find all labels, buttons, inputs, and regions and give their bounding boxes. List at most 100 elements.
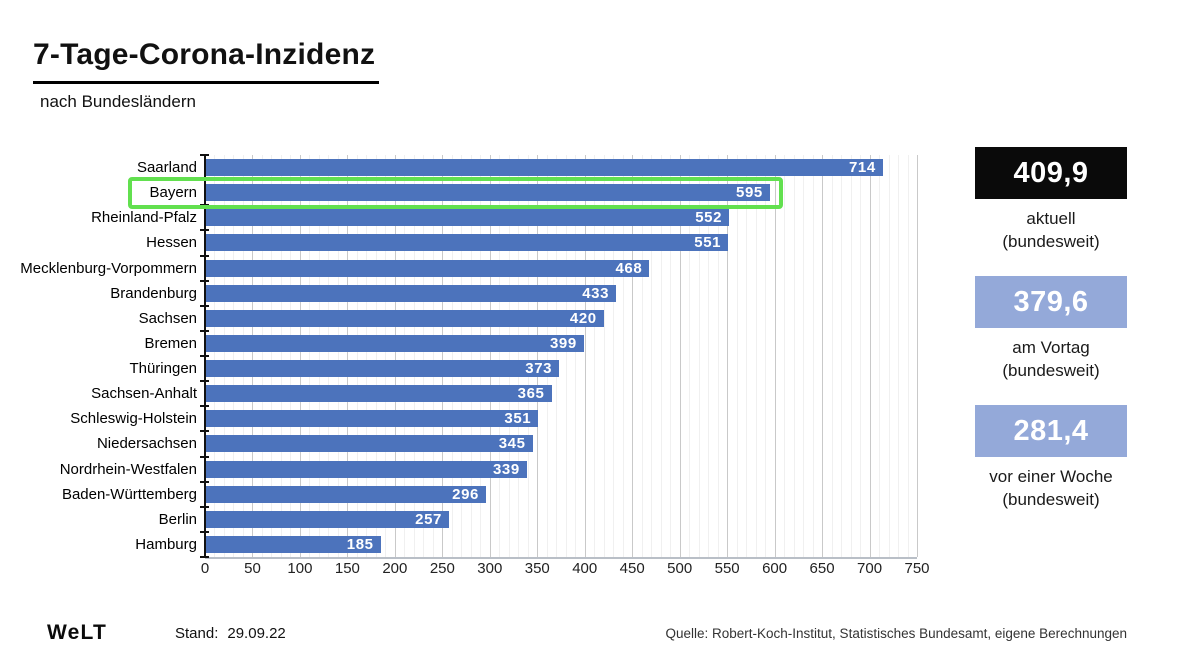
gridline xyxy=(594,155,596,557)
gridline xyxy=(242,155,244,557)
source-credit: Quelle: Robert-Koch-Institut, Statistisc… xyxy=(665,626,1127,641)
bar-nordrhein-westfalen: 339 xyxy=(205,460,527,478)
bar-value-label: 365 xyxy=(517,385,545,403)
stat-value-previous-day: 379,6 xyxy=(1013,285,1089,318)
bar-schleswig-holstein: 351 xyxy=(205,410,539,428)
bar-saarland: 714 xyxy=(205,159,883,177)
category-label: Mecklenburg-Vorpommern xyxy=(20,259,197,277)
gridline xyxy=(337,155,339,557)
category-label: Baden-Württemberg xyxy=(61,485,197,503)
gridline xyxy=(299,155,301,557)
gridline xyxy=(318,155,320,557)
gridline xyxy=(546,155,548,557)
gridline xyxy=(489,155,491,557)
gridline xyxy=(850,155,852,557)
stat-label-previous-day: am Vortag (bundesweit) xyxy=(941,336,1161,382)
bar-value-label: 257 xyxy=(415,510,442,528)
axis-tick xyxy=(200,530,209,533)
bar-value-label: 373 xyxy=(525,360,553,378)
gridline xyxy=(499,155,501,557)
gridline xyxy=(451,155,453,557)
bar-value-label: 595 xyxy=(736,184,763,202)
bar-value-label: 468 xyxy=(615,259,643,277)
gridline xyxy=(394,155,396,557)
axis-tick xyxy=(200,556,209,558)
bar-value-label: 552 xyxy=(695,209,723,227)
category-label: Hessen xyxy=(146,234,197,252)
stat-box-previous-week: 281,4 xyxy=(975,405,1127,457)
bar-niedersachsen: 345 xyxy=(205,435,533,453)
gridline xyxy=(442,155,444,557)
gridline xyxy=(309,155,311,557)
bar-bremen: 399 xyxy=(205,334,584,352)
gridline xyxy=(888,155,890,557)
gridline xyxy=(404,155,406,557)
bar-value-label: 345 xyxy=(498,435,526,453)
gridline xyxy=(366,155,368,557)
gridline xyxy=(575,155,577,557)
bar-value-label: 433 xyxy=(582,284,610,302)
category-label: Bremen xyxy=(144,334,197,352)
gridline xyxy=(869,155,871,557)
date-stamp-value: 29.09.22 xyxy=(227,625,286,642)
gridline xyxy=(717,155,719,557)
gridline xyxy=(328,155,330,557)
stat-label-previous-week: vor einer Woche (bundesweit) xyxy=(941,465,1161,511)
gridline xyxy=(907,155,909,557)
x-tick-label: 200 xyxy=(382,560,408,577)
gridline xyxy=(527,155,529,557)
gridline xyxy=(660,155,662,557)
plot-area: 714 595 552 551 468 433 420 399 373 365 351 345 339 2… xyxy=(128,155,918,557)
gridline xyxy=(461,155,463,557)
x-tick-label: 550 xyxy=(714,560,740,577)
gridline xyxy=(755,155,757,557)
gridline xyxy=(917,155,918,557)
chart-title: 7-Tage-Corona-Inzidenz xyxy=(33,38,380,84)
x-tick-label: 150 xyxy=(334,560,360,577)
axis-tick xyxy=(200,154,209,156)
bar-th-ringen: 373 xyxy=(205,360,560,378)
stat-label-line: aktuell xyxy=(1026,209,1076,228)
gridline xyxy=(385,155,387,557)
gridline xyxy=(252,155,254,557)
gridline xyxy=(812,155,814,557)
category-label: Sachsen-Anhalt xyxy=(91,385,197,403)
category-label: Sachsen xyxy=(138,309,197,327)
gridline xyxy=(803,155,805,557)
gridline xyxy=(622,155,624,557)
axis-tick xyxy=(200,355,209,357)
bar-hessen: 551 xyxy=(205,234,729,252)
bar-value-label: 714 xyxy=(848,159,876,177)
bar-value-label: 551 xyxy=(694,234,722,252)
gridline xyxy=(423,155,425,557)
gridline xyxy=(565,155,567,557)
gridline xyxy=(641,155,643,557)
category-label: Hamburg xyxy=(135,535,197,553)
gridline xyxy=(375,155,377,557)
gridline xyxy=(727,155,729,557)
gridline xyxy=(518,155,520,557)
stat-label-line: vor einer Woche xyxy=(989,467,1113,486)
gridline xyxy=(736,155,738,557)
gridline xyxy=(537,155,539,557)
gridline xyxy=(347,155,349,557)
gridline xyxy=(689,155,691,557)
x-tick-label: 300 xyxy=(477,560,503,577)
gridline xyxy=(898,155,899,557)
bar-hamburg: 185 xyxy=(205,535,381,553)
gridline xyxy=(746,155,748,557)
bar-sachsen-anhalt: 365 xyxy=(205,385,552,403)
x-tick-label: 650 xyxy=(809,560,835,577)
chart-subtitle: nach Bundesländern xyxy=(40,92,196,111)
date-stamp: Stand: 29.09.22 xyxy=(175,625,286,642)
welt-logo: WeLT xyxy=(47,621,108,644)
axis-tick xyxy=(200,254,209,257)
bar-value-label: 399 xyxy=(549,334,577,352)
bar-mecklenburg-vorpommern: 468 xyxy=(205,259,650,277)
bar-value-label: 351 xyxy=(504,410,532,428)
x-tick-label: 50 xyxy=(244,560,261,577)
axis-tick xyxy=(200,279,209,282)
highlight-box xyxy=(128,176,783,209)
